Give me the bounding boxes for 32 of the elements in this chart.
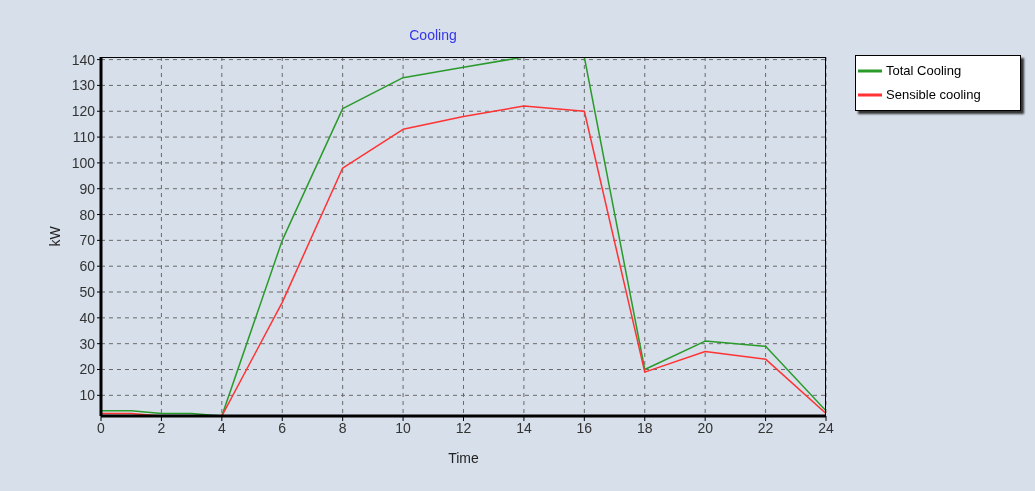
- x-tick-label: 2: [157, 419, 166, 436]
- y-tick-label: 50: [79, 284, 96, 300]
- y-tick-label: 30: [79, 335, 96, 352]
- x-tick-label: 12: [455, 419, 472, 436]
- y-tick-label: 80: [79, 206, 96, 223]
- y-tick-label: 140: [71, 51, 96, 68]
- y-tick-label: 20: [79, 361, 96, 378]
- y-tick-label: 90: [79, 180, 96, 197]
- x-tick-label: 18: [636, 419, 653, 436]
- x-tick-label: 16: [576, 419, 593, 436]
- x-axis-title: Time: [448, 450, 480, 466]
- x-tick-label: 4: [217, 419, 226, 436]
- y-axis-title: kW: [47, 225, 63, 247]
- y-tick-label: 110: [72, 129, 96, 146]
- y-tick-label: 10: [79, 387, 96, 404]
- x-tick-label: 22: [757, 419, 774, 436]
- y-tick-label: 70: [79, 232, 96, 249]
- legend-label: Sensible cooling: [886, 87, 981, 103]
- legend-label: Total Cooling: [886, 63, 962, 79]
- x-tick-label: 24: [818, 419, 834, 436]
- y-tick-label: 120: [71, 103, 96, 120]
- chart-title: Cooling: [408, 27, 458, 43]
- x-tick-label: 14: [516, 419, 532, 436]
- x-tick-label: 6: [278, 419, 287, 436]
- x-tick-label: 8: [338, 419, 347, 436]
- y-tick-label: 60: [79, 258, 96, 275]
- x-tick-label: 10: [395, 419, 412, 436]
- x-tick-label: 20: [697, 419, 714, 436]
- y-tick-label: 130: [71, 77, 96, 94]
- y-tick-label: 40: [79, 309, 96, 326]
- x-tick-label: 0: [97, 419, 106, 436]
- y-tick-label: 100: [71, 154, 96, 171]
